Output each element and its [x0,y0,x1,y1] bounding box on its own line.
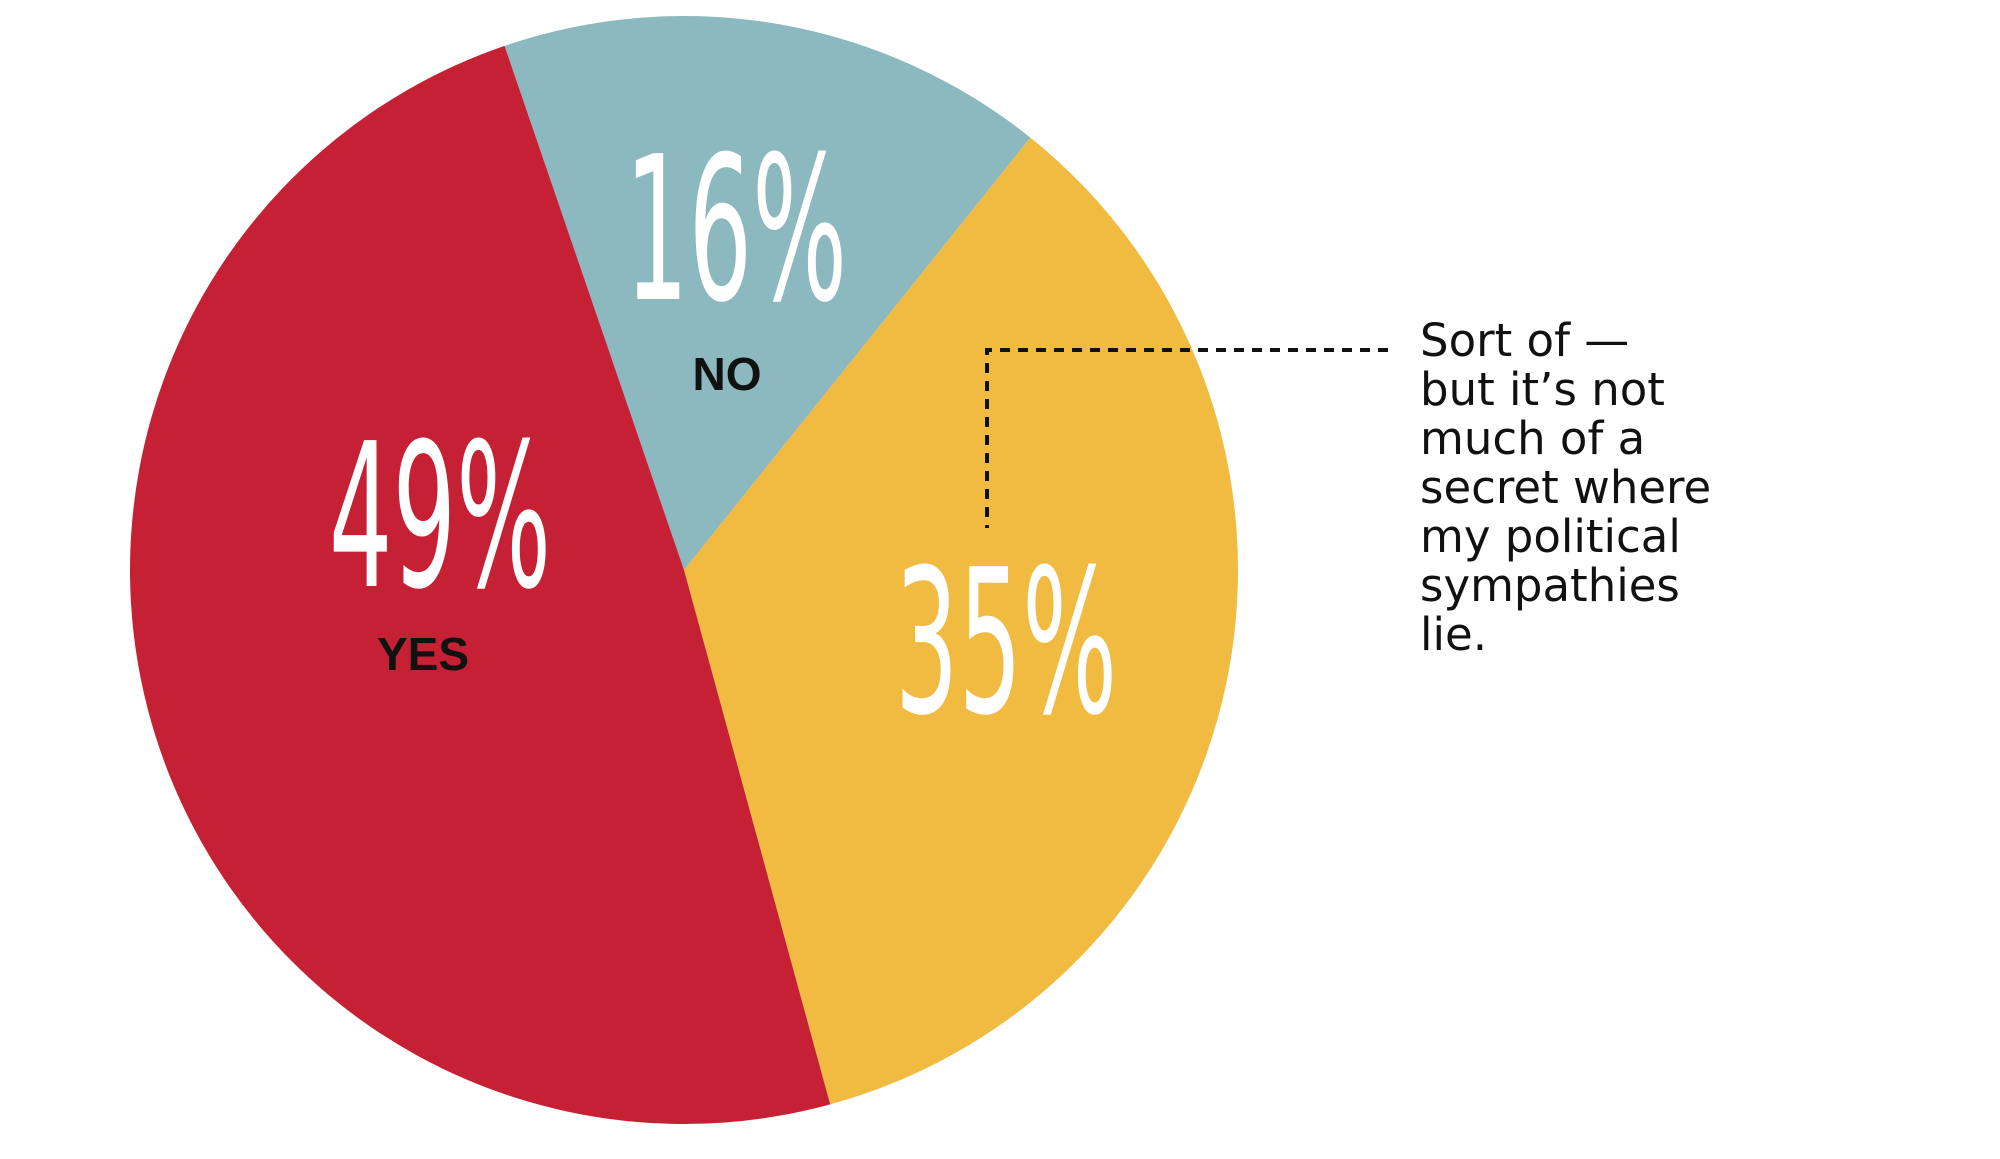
category-label: NO [693,348,762,400]
pie-slice [504,15,1031,570]
callout-leader [985,348,1388,528]
value-label: 16% [625,114,847,347]
category-label: YES [377,628,469,680]
value-label: 49% [329,401,551,634]
labels: 16%NO 35% 49%YES [329,114,1117,760]
pie-slice [684,137,1238,1105]
pie-slice [129,45,831,1125]
value-label: 35% [895,527,1117,760]
slices [129,15,1238,1125]
callout-label: Sort of — but it’s not much of a secret … [1420,314,1712,661]
